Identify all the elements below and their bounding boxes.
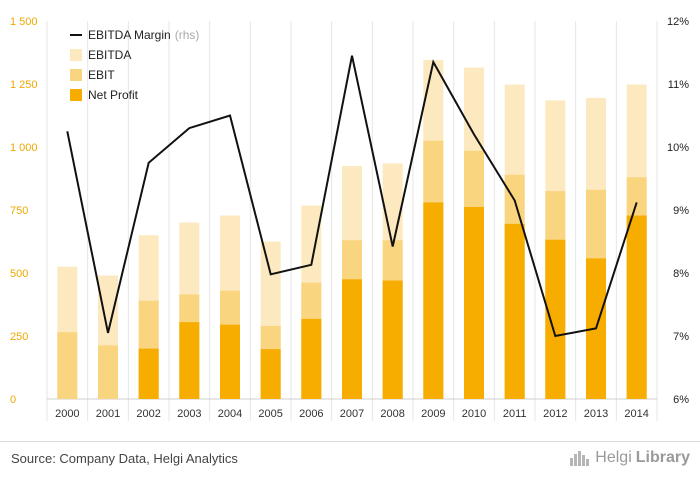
bar-net-profit: [301, 318, 322, 399]
x-axis-tick-label: 2004: [218, 408, 242, 420]
y2-axis-tick-label: 12%: [667, 16, 689, 28]
bar-net-profit: [138, 348, 159, 399]
y-axis-tick-label: 0: [10, 394, 16, 406]
x-axis-tick-label: 2002: [136, 408, 160, 420]
y-axis-tick-label: 1 250: [10, 79, 38, 91]
bar-ebit: [57, 332, 78, 399]
x-axis-tick-label: 2006: [299, 408, 323, 420]
legend-marker-box: [70, 49, 82, 61]
x-axis-tick-label: 2010: [462, 408, 486, 420]
bar-ebit: [98, 345, 118, 399]
brand-logo: Helgi Library: [569, 449, 690, 467]
y-axis-tick-label: 1 500: [10, 16, 38, 28]
y2-axis-tick-label: 6%: [673, 394, 689, 406]
y-axis-tick-label: 750: [10, 205, 28, 217]
brand-name-bold: Library: [635, 449, 690, 466]
helgi-library-logo-icon: [570, 451, 590, 466]
x-axis-tick-label: 2005: [258, 408, 282, 420]
bar-net-profit: [423, 202, 444, 399]
legend-label-suffix: (rhs): [175, 28, 200, 42]
bar-net-profit: [342, 279, 362, 399]
brand-name-regular: Helgi: [595, 449, 632, 466]
bar-net-profit: [260, 349, 281, 399]
y2-axis-tick-label: 7%: [673, 331, 689, 343]
y2-axis-tick-label: 10%: [667, 142, 689, 154]
line-ebitda-margin: [66, 55, 638, 338]
x-axis-tick-label: 2007: [340, 408, 364, 420]
x-axis-tick-label: 2003: [177, 408, 201, 420]
source-note: Source: Company Data, Helgi Analytics: [11, 451, 238, 466]
legend-label: Net Profit: [88, 88, 139, 102]
x-axis-tick-label: 2013: [584, 408, 608, 420]
x-axis-tick-label: 2008: [380, 408, 404, 420]
y-axis-tick-label: 250: [10, 331, 28, 343]
legend-label: EBITDA: [88, 48, 131, 62]
x-axis-tick-label: 2001: [96, 408, 120, 420]
bar-net-profit: [464, 206, 484, 399]
y2-axis-tick-label: 8%: [673, 268, 689, 280]
legend-label: EBIT: [88, 68, 115, 82]
bar-net-profit: [504, 223, 525, 399]
x-axis-tick-label: 2012: [543, 408, 567, 420]
legend-label: EBITDA Margin (rhs): [88, 28, 199, 42]
y2-axis-tick-label: 11%: [668, 79, 689, 91]
bar-net-profit: [626, 215, 647, 399]
y-axis-tick-label: 500: [10, 268, 28, 280]
legend-marker-box: [70, 69, 82, 81]
bar-net-profit: [179, 322, 200, 399]
x-axis-tick-label: 2000: [55, 408, 79, 420]
footer-divider: [0, 441, 700, 442]
y-axis-tick-label: 1 000: [10, 142, 38, 154]
chart-svg: 0 250 500 750 1 000 1 250 1 500 6% 7% 8% 9% 10% 11% 1…: [10, 16, 689, 421]
bar-net-profit: [382, 280, 403, 399]
bar-net-profit: [220, 324, 240, 399]
x-axis-tick-label: 2009: [421, 408, 445, 420]
x-axis-tick-label: 2011: [503, 408, 527, 420]
x-axis-tick-label: 2014: [624, 408, 648, 420]
legend-marker-box: [70, 89, 82, 101]
bar-net-profit: [545, 239, 566, 399]
y2-axis-tick-label: 9%: [673, 205, 689, 217]
